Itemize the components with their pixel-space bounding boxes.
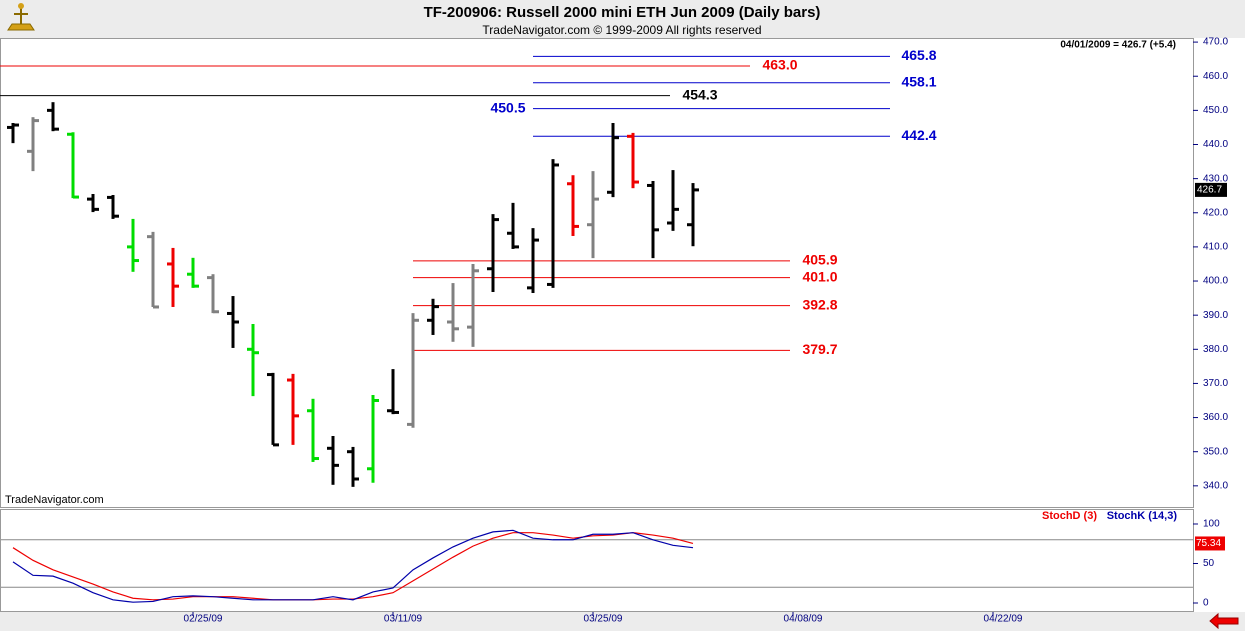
last-value-box xyxy=(1195,536,1225,551)
price-level-label: 463.0 xyxy=(762,57,797,73)
y-tick-label: 350.0 xyxy=(1203,446,1228,457)
chart-title: TF-200906: Russell 2000 mini ETH Jun 200… xyxy=(424,4,821,21)
price-level-label: 405.9 xyxy=(802,252,837,268)
y-tick-label: 470.0 xyxy=(1203,37,1228,48)
price-level-label: 379.7 xyxy=(802,341,837,357)
y-tick-label: 370.0 xyxy=(1203,378,1228,389)
watermark: TradeNavigator.com xyxy=(5,494,104,506)
price-level-label: 392.8 xyxy=(802,296,837,312)
y-tick-label: 460.0 xyxy=(1203,71,1228,82)
y-tick-label: 0 xyxy=(1203,598,1209,609)
price-level-label: 454.3 xyxy=(682,86,717,102)
last-value-label: 75.34 xyxy=(1196,538,1221,549)
y-tick-label: 430.0 xyxy=(1203,173,1228,184)
y-tick-label: 50 xyxy=(1203,558,1215,569)
x-tick-label: 03/11/09 xyxy=(384,614,423,625)
price-level-label: 465.8 xyxy=(901,47,936,63)
y-tick-label: 360.0 xyxy=(1203,412,1228,423)
y-tick-label: 420.0 xyxy=(1203,207,1228,218)
x-tick-label: 03/25/09 xyxy=(584,614,623,625)
y-tick-label: 410.0 xyxy=(1203,242,1228,253)
time-axis-bg xyxy=(0,612,1245,631)
price-level-label: 442.4 xyxy=(901,127,936,143)
legend-entry: StochD (3) xyxy=(1042,510,1097,522)
last-price-box xyxy=(1195,182,1227,197)
header xyxy=(0,0,1245,38)
stoch-panel xyxy=(0,509,1194,612)
stoch-line xyxy=(12,529,694,603)
y-tick-label: 400.0 xyxy=(1203,276,1228,287)
last-price-label: 426.7 xyxy=(1197,185,1222,196)
info-label: 04/01/2009 = 426.7 (+5.4) xyxy=(1060,40,1176,51)
y-tick-label: 390.0 xyxy=(1203,310,1228,321)
x-tick-label: 02/25/09 xyxy=(184,614,223,625)
legend-entry: StochK (14,3) xyxy=(1107,510,1178,522)
y-tick-label: 380.0 xyxy=(1203,344,1228,355)
price-level-label: 401.0 xyxy=(802,268,837,284)
price-panel xyxy=(0,38,1194,508)
x-tick-label: 04/08/09 xyxy=(784,614,823,625)
price-level-label: 450.5 xyxy=(490,99,525,115)
y-tick-label: 340.0 xyxy=(1203,480,1228,491)
price-level-label: 458.1 xyxy=(901,73,936,89)
x-tick-label: 04/22/09 xyxy=(984,614,1023,625)
logo xyxy=(7,3,35,31)
y-tick-label: 450.0 xyxy=(1203,105,1228,116)
y-tick-label: 100 xyxy=(1203,519,1220,530)
chart-subtitle: TradeNavigator.com © 1999-2009 All right… xyxy=(482,23,761,37)
scroll-arrow[interactable] xyxy=(1209,612,1239,630)
y-tick-label: 440.0 xyxy=(1203,139,1228,150)
